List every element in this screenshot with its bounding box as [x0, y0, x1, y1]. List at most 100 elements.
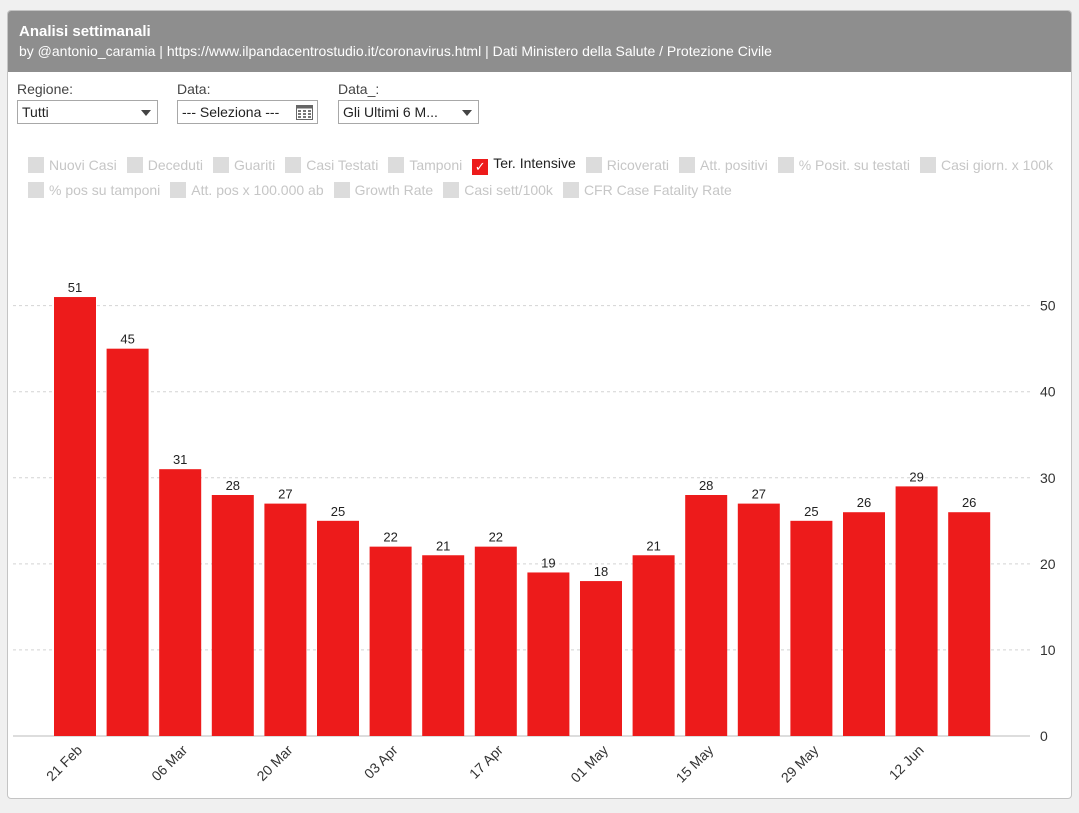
- data-label: 22: [383, 530, 397, 545]
- calendar-icon[interactable]: [296, 104, 313, 120]
- bar[interactable]: [474, 546, 517, 736]
- data-value: --- Seleziona ---: [182, 104, 280, 120]
- legend-item-label: Growth Rate: [354, 182, 434, 199]
- legend-item-guariti[interactable]: Guariti: [212, 157, 276, 173]
- legend-item-label: Casi Testati: [306, 157, 379, 173]
- x-tick-label: 12 Jun: [886, 742, 927, 783]
- legend-item-tamponi[interactable]: Tamponi: [388, 157, 462, 173]
- data-label: 26: [857, 495, 871, 510]
- checkbox-icon[interactable]: [678, 157, 695, 173]
- bar[interactable]: [211, 495, 254, 736]
- checkbox-icon[interactable]: [585, 157, 602, 173]
- bar[interactable]: [580, 581, 622, 736]
- x-tick-label: 06 Mar: [148, 742, 190, 784]
- legend-item-ter-intensive[interactable]: ✓ Ter. Intensive: [472, 155, 576, 175]
- y-tick-label: 20: [1040, 556, 1056, 572]
- x-tick-label: 21 Feb: [43, 742, 85, 784]
- chart-panel: Analisi settimanali by @antonio_caramia …: [7, 10, 1072, 799]
- checkbox-icon[interactable]: [919, 157, 936, 173]
- bar[interactable]: [369, 546, 412, 736]
- bar[interactable]: [685, 495, 728, 736]
- y-tick-label: 30: [1040, 470, 1056, 486]
- bar[interactable]: [895, 486, 938, 736]
- data-label: 18: [594, 564, 608, 579]
- legend-item-cfr-case-fatality-rate[interactable]: CFR Case Fatality Rate: [562, 182, 732, 199]
- legend-item-casi-testati[interactable]: Casi Testati: [285, 157, 378, 173]
- data-label: 45: [120, 332, 134, 347]
- bar[interactable]: [159, 469, 202, 736]
- checkbox-icon[interactable]: [285, 157, 302, 173]
- checkbox-checked-icon[interactable]: ✓: [472, 159, 489, 175]
- bar[interactable]: [790, 520, 833, 736]
- legend-item-nuovi-casi[interactable]: Nuovi Casi: [28, 157, 117, 173]
- checkbox-icon[interactable]: [777, 157, 794, 173]
- x-tick-label: 03 Apr: [361, 742, 401, 782]
- legend-item-casi-sett-100k[interactable]: Casi sett/100k: [443, 182, 553, 199]
- filter-data: Data: --- Seleziona ---: [177, 81, 318, 124]
- legend-item-ricoverati[interactable]: Ricoverati: [585, 157, 669, 173]
- regione-value: Tutti: [22, 104, 49, 120]
- panel-subtitle: by @antonio_caramia | https://www.ilpand…: [19, 43, 772, 59]
- checkbox-icon[interactable]: [212, 157, 229, 173]
- data-labels: 51 45 31 28 27 25 22 21 22 19 18 21 28 27 25 26 29 26: [68, 280, 977, 579]
- checkbox-icon[interactable]: [28, 182, 44, 199]
- legend-item-label: Ricoverati: [606, 157, 669, 173]
- data-label: 28: [226, 478, 240, 493]
- regione-select[interactable]: Tutti: [17, 100, 158, 124]
- legend-item-growth-rate[interactable]: Growth Rate: [333, 182, 434, 199]
- checkbox-icon[interactable]: [170, 182, 187, 199]
- legend-item-label: Att. pos x 100.000 ab: [191, 182, 324, 199]
- bar[interactable]: [106, 348, 149, 736]
- checkbox-icon[interactable]: [562, 182, 579, 199]
- data2-select[interactable]: Gli Ultimi 6 M...: [338, 100, 479, 124]
- legend-item-label: Att. positivi: [699, 157, 768, 173]
- chevron-down-icon: [462, 110, 472, 116]
- bar[interactable]: [527, 572, 570, 736]
- bar[interactable]: [948, 512, 991, 736]
- bar[interactable]: [317, 520, 359, 736]
- legend-item-posit-su-testati[interactable]: % Posit. su testati: [777, 157, 910, 173]
- x-tick-label: 29 May: [778, 742, 822, 786]
- bar[interactable]: [737, 503, 780, 736]
- bar[interactable]: [422, 555, 465, 736]
- filter-regione-label: Regione:: [17, 81, 74, 97]
- y-tick-label: 50: [1040, 298, 1056, 314]
- legend-item-casi-giorn-x-100k[interactable]: Casi giorn. x 100k: [919, 157, 1053, 173]
- legend-item-label: Ter. Intensive: [493, 155, 576, 171]
- data-label: 27: [752, 487, 766, 502]
- bar[interactable]: [843, 512, 885, 736]
- checkbox-icon[interactable]: [126, 157, 143, 173]
- legend-item-att-positivi[interactable]: Att. positivi: [678, 157, 768, 173]
- legend-item-label: Casi sett/100k: [464, 182, 553, 199]
- x-tick-label: 15 May: [673, 742, 717, 786]
- x-tick-label: 01 May: [567, 742, 611, 786]
- x-axis: 21 Feb 06 Mar 20 Mar 03 Apr 17 Apr 01 May 15 M…: [43, 742, 927, 786]
- legend-item-label: % pos su tamponi: [49, 182, 161, 199]
- y-tick-label: 10: [1040, 642, 1056, 658]
- panel-title: Analisi settimanali: [19, 23, 151, 40]
- filter-data2-label: Data_:: [338, 81, 380, 97]
- bar[interactable]: [54, 297, 96, 736]
- data-label: 51: [68, 280, 82, 295]
- y-tick-label: 0: [1040, 728, 1048, 744]
- bar[interactable]: [264, 503, 307, 736]
- x-tick-label: 20 Mar: [253, 742, 295, 784]
- checkbox-icon[interactable]: [443, 182, 460, 199]
- data-label: 31: [173, 452, 187, 467]
- filter-data-label: Data:: [177, 81, 211, 97]
- legend-item-pos-su-tamponi[interactable]: % pos su tamponi: [28, 182, 161, 199]
- legend-item-label: Nuovi Casi: [49, 157, 117, 173]
- checkbox-icon[interactable]: [333, 182, 350, 199]
- legend-item-att-pos-x-100-000-ab[interactable]: Att. pos x 100.000 ab: [170, 182, 324, 199]
- data2-value: Gli Ultimi 6 M...: [343, 104, 438, 120]
- panel-header: Analisi settimanali by @antonio_caramia …: [8, 11, 1071, 72]
- bars: [54, 297, 991, 736]
- legend-item-deceduti[interactable]: Deceduti: [126, 157, 203, 173]
- checkbox-icon[interactable]: [28, 157, 44, 173]
- data-date-picker[interactable]: --- Seleziona ---: [177, 100, 318, 124]
- legend-row-1: Nuovi Casi Deceduti Guariti Casi Testati Tam…: [28, 155, 1063, 175]
- bar[interactable]: [632, 555, 675, 736]
- data-label: 21: [436, 538, 450, 553]
- checkbox-icon[interactable]: [388, 157, 405, 173]
- legend-item-label: Guariti: [233, 157, 276, 173]
